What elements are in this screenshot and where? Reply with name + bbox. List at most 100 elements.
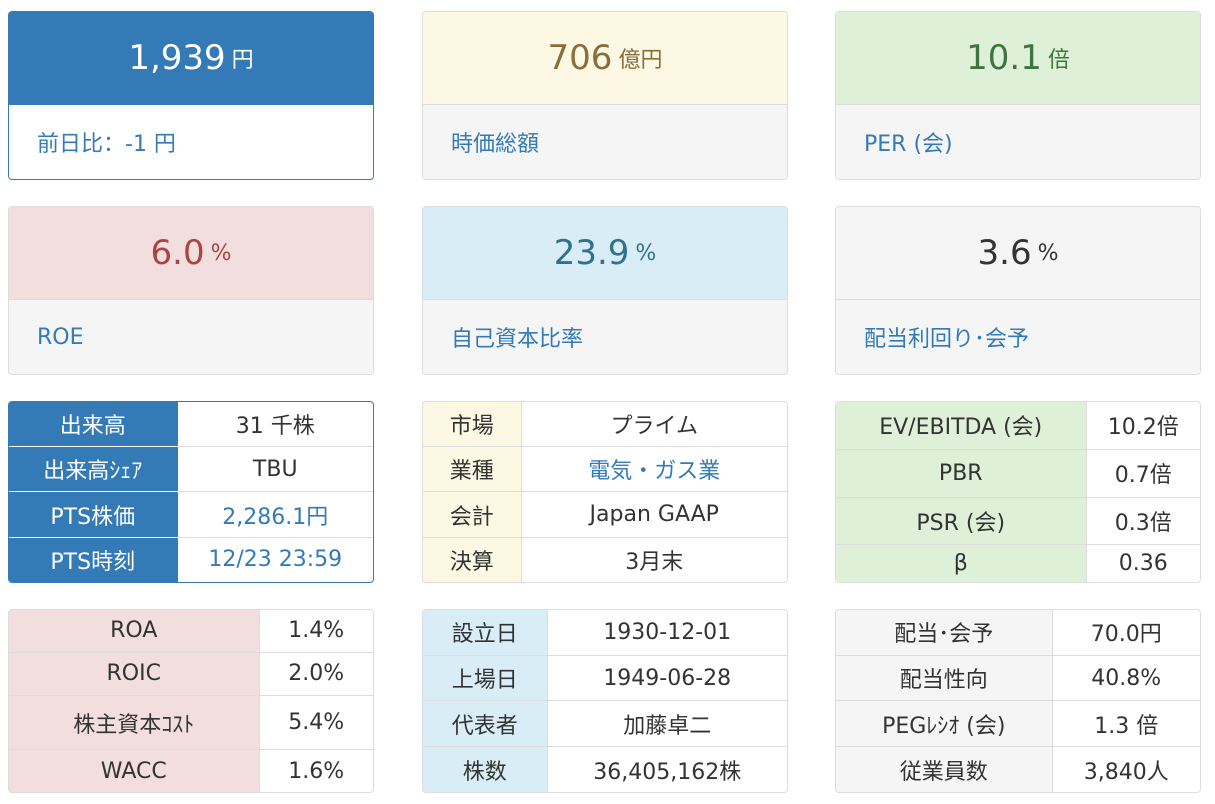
market-cap-value: 706	[547, 38, 613, 78]
wacc-value: 1.6%	[288, 758, 345, 784]
accounting-key: 会計	[423, 491, 522, 538]
market-cap-unit: 億円	[618, 48, 663, 73]
valuation-table: EV/EBITDA (会) 10.2倍 PBR 0.7倍 PSR (会) 0.3倍 β…	[836, 402, 1200, 582]
peg-ratio-key: PEGﾚｼｵ (会)	[836, 700, 1053, 748]
ev-ebitda-key: EV/EBITDA (会)	[836, 402, 1087, 450]
peg-ratio-value: 1.3 倍	[1052, 700, 1200, 748]
table-row: EV/EBITDA (会) 10.2倍	[836, 402, 1200, 450]
pts-price-link[interactable]: 2,286.1円	[177, 491, 373, 538]
dividend-key: 配当･会予	[836, 610, 1053, 656]
employees-value: 3,840人	[1083, 759, 1169, 785]
table-row: 上場日 1949-06-28	[423, 655, 787, 702]
roe-value: 6.0	[150, 233, 205, 273]
table-row: ROA 1.4%	[9, 610, 373, 653]
cost-of-equity-value: 5.4%	[259, 695, 373, 751]
beta-value: 0.36	[1118, 551, 1168, 577]
table-row: PTS株価 2,286.1円	[9, 491, 373, 538]
stock-price-unit: 円	[231, 48, 254, 73]
table-row: PSR (会) 0.3倍	[836, 497, 1200, 546]
roe-panel: 6.0% ROE	[8, 206, 374, 375]
table-row: 市場 プライム	[423, 402, 787, 448]
ev-ebitda-value: 10.2倍	[1086, 402, 1200, 450]
per-panel: 10.1 倍 PER (会)	[835, 11, 1201, 180]
cost-of-equity-key: 株主資本ｺｽﾄ	[9, 695, 260, 751]
shares-value: 36,405,162株	[593, 759, 742, 785]
dividend-yield-value: 3.6	[977, 233, 1032, 273]
dividend-table-panel: 配当･会予 70.0円 配当性向 40.8% PEGﾚｼｵ (会) 1.3 倍 従業員…	[835, 609, 1201, 793]
founded-value: 1930-12-01	[547, 610, 787, 656]
table-row: 代表者 加藤卓二	[423, 700, 787, 748]
dividend-yield-unit: %	[1037, 240, 1059, 266]
market-table-panel: 市場 プライム 業種 電気・ガス業 会計 Japan GAAP 決算 3月末	[422, 401, 788, 583]
pts-time-key: PTS時刻	[9, 537, 178, 582]
industry-key: 業種	[423, 446, 522, 493]
table-row: 株主資本ｺｽﾄ 5.4%	[9, 695, 373, 751]
table-row: PBR 0.7倍	[836, 449, 1200, 498]
volume-table-panel: 出来高 31 千株 出来高ｼｪｱ TBU PTS株価 2,286.1円 PTS時刻 12…	[8, 401, 374, 583]
roe-header: 6.0%	[9, 207, 373, 300]
market-cap-header: 706 億円	[423, 12, 787, 105]
table-row: β 0.36	[836, 544, 1200, 582]
table-row: PTS時刻 12/23 23:59	[9, 537, 373, 582]
representative-value: 加藤卓二	[547, 700, 787, 748]
wacc-key: WACC	[9, 749, 260, 792]
roa-value: 1.4%	[259, 610, 373, 653]
table-row: 配当･会予 70.0円	[836, 610, 1200, 656]
table-row: 出来高 31 千株	[9, 402, 373, 448]
industry-link[interactable]: 電気・ガス業	[521, 446, 787, 493]
equity-ratio-label: 自己資本比率	[423, 300, 787, 374]
stock-price-panel: 1,939 円 前日比：-1 円	[8, 11, 374, 180]
roa-key: ROA	[9, 610, 260, 653]
pts-time-link[interactable]: 12/23 23:59	[208, 547, 343, 573]
volume-table: 出来高 31 千株 出来高ｼｪｱ TBU PTS株価 2,286.1円 PTS時刻 12…	[9, 402, 373, 582]
table-row: 設立日 1930-12-01	[423, 610, 787, 656]
equity-ratio-header: 23.9%	[423, 207, 787, 300]
valuation-table-panel: EV/EBITDA (会) 10.2倍 PBR 0.7倍 PSR (会) 0.3倍 β…	[835, 401, 1201, 583]
fiscal-end-key: 決算	[423, 537, 522, 582]
founded-key: 設立日	[423, 610, 548, 656]
table-row: 会計 Japan GAAP	[423, 491, 787, 538]
company-table-panel: 設立日 1930-12-01 上場日 1949-06-28 代表者 加藤卓二 株数 36…	[422, 609, 788, 793]
company-table: 設立日 1930-12-01 上場日 1949-06-28 代表者 加藤卓二 株数 36…	[423, 610, 787, 792]
per-header: 10.1 倍	[836, 12, 1200, 105]
price-change: 前日比：-1 円	[9, 105, 373, 179]
dividend-yield-panel: 3.6% 配当利回り･会予	[835, 206, 1201, 375]
listed-value: 1949-06-28	[547, 655, 787, 702]
equity-ratio-unit: %	[635, 240, 657, 266]
payout-ratio-value: 40.8%	[1052, 655, 1200, 702]
roe-unit: %	[210, 240, 232, 266]
volume-share-key: 出来高ｼｪｱ	[9, 446, 178, 493]
table-row: WACC 1.6%	[9, 749, 373, 792]
dividend-yield-label: 配当利回り･会予	[836, 300, 1200, 374]
volume-share-value: TBU	[177, 446, 373, 493]
per-label: PER (会)	[836, 105, 1200, 179]
beta-key: β	[836, 544, 1087, 582]
market-cap-panel: 706 億円 時価総額	[422, 11, 788, 180]
table-row: 配当性向 40.8%	[836, 655, 1200, 702]
volume-key: 出来高	[9, 402, 178, 448]
stock-price-value: 1,939	[128, 38, 226, 78]
roic-value: 2.0%	[259, 652, 373, 696]
table-row: ROIC 2.0%	[9, 652, 373, 696]
pbr-key: PBR	[836, 449, 1087, 498]
representative-key: 代表者	[423, 700, 548, 748]
shares-key: 株数	[423, 746, 548, 792]
dividend-yield-header: 3.6%	[836, 207, 1200, 300]
per-unit: 倍	[1047, 48, 1070, 73]
equity-ratio-panel: 23.9% 自己資本比率	[422, 206, 788, 375]
pbr-value: 0.7倍	[1086, 449, 1200, 498]
table-row: 従業員数 3,840人	[836, 746, 1200, 792]
volume-value: 31 千株	[177, 402, 373, 448]
table-row: 決算 3月末	[423, 537, 787, 582]
psr-value: 0.3倍	[1086, 497, 1200, 546]
table-row: PEGﾚｼｵ (会) 1.3 倍	[836, 700, 1200, 748]
market-key: 市場	[423, 402, 522, 448]
dividend-value: 70.0円	[1052, 610, 1200, 656]
market-table: 市場 プライム 業種 電気・ガス業 会計 Japan GAAP 決算 3月末	[423, 402, 787, 582]
returns-table-panel: ROA 1.4% ROIC 2.0% 株主資本ｺｽﾄ 5.4% WACC 1.6%	[8, 609, 374, 793]
returns-table: ROA 1.4% ROIC 2.0% 株主資本ｺｽﾄ 5.4% WACC 1.6%	[9, 610, 373, 792]
equity-ratio-value: 23.9	[553, 233, 630, 273]
fiscal-end-value: 3月末	[625, 549, 684, 575]
listed-key: 上場日	[423, 655, 548, 702]
accounting-value: Japan GAAP	[521, 491, 787, 538]
